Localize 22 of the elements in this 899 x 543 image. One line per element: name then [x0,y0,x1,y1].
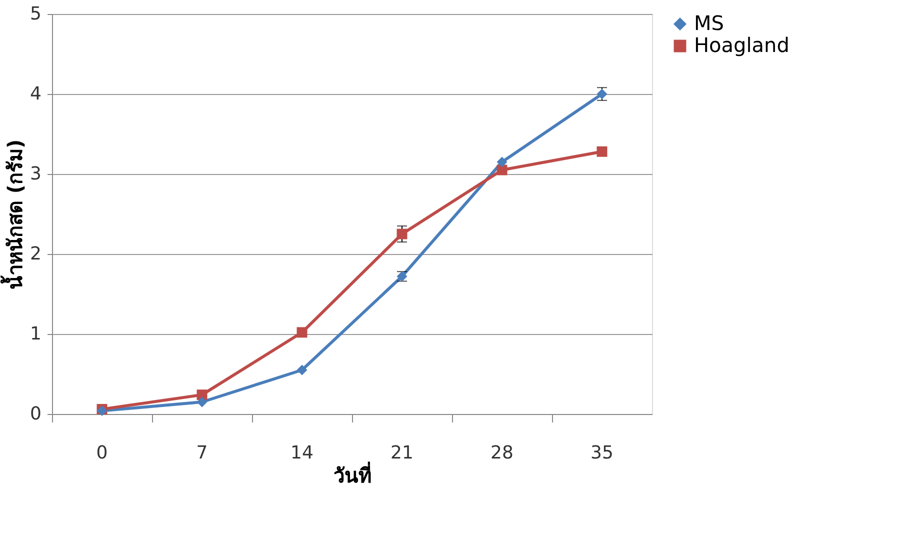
x-tick-label: 7 [196,442,208,464]
legend-label: MS [694,11,724,35]
x-tick-label: 21 [390,442,414,464]
point [596,146,608,157]
y-tick-label: 1 [30,324,42,344]
x-tick-label: 35 [590,442,614,464]
y-tick-label: 2 [30,244,42,264]
x-axis-title: วันที่ [334,460,372,488]
point [396,228,408,240]
x-tick-label: 28 [490,442,514,464]
legend-label: Hoagland [694,33,790,57]
y-axis-title: น้ำหนักสด (กรัม) [0,139,28,290]
y-tick-label: 5 [30,4,42,24]
point [196,396,208,408]
x-tick-label: 0 [96,442,108,464]
y-tick-label: 0 [30,404,42,424]
y-tick-label: 4 [30,84,42,104]
point [296,364,308,376]
y-tick-label: 3 [30,164,42,184]
x-tick-label: 14 [290,442,314,464]
point [496,156,508,168]
point [296,327,308,338]
